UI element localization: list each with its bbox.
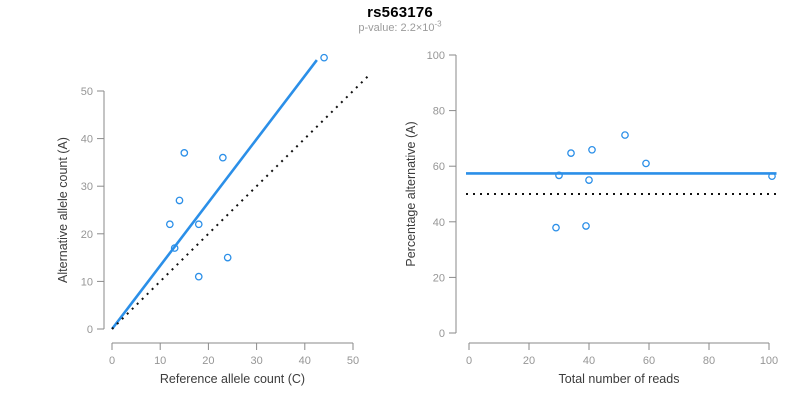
x-tick-label: 20 [202, 355, 214, 367]
data-point [165, 220, 174, 229]
data-point [194, 220, 203, 229]
x-tick-label: 0 [109, 355, 115, 367]
p-value-text: p-value: 2.2×10 [358, 22, 435, 34]
data-point [320, 53, 328, 62]
data-point [588, 145, 596, 154]
y-tick-label: 50 [81, 86, 93, 98]
data-point [223, 253, 232, 262]
y-tick-label: 100 [427, 50, 445, 62]
y-tick-label: 40 [81, 134, 93, 146]
y-tick-label: 80 [433, 106, 445, 118]
data-point [170, 244, 179, 252]
x-tick-label: 0 [466, 355, 472, 367]
x-axis-title: Total number of reads [559, 372, 680, 386]
y-tick-label: 0 [87, 324, 93, 336]
y-tick-label: 60 [433, 161, 445, 173]
data-point [555, 171, 563, 180]
y-axis-title: Percentage alternative (A) [404, 121, 418, 266]
data-point [194, 272, 203, 281]
data-point [621, 131, 629, 139]
panel-allele-counts: 0 10 20 30 40 50 0 10 20 30 40 50 Reference allele c… [56, 53, 369, 386]
data-point [552, 223, 560, 232]
p-value-exponent: -3 [434, 19, 442, 29]
figure-title: rs563176 [367, 4, 433, 21]
x-tick-label: 40 [299, 355, 311, 367]
y-tick-label: 40 [433, 217, 445, 229]
x-tick-label: 60 [643, 355, 655, 367]
data-point [585, 176, 593, 184]
x-axis-title: Reference allele count (C) [160, 372, 305, 386]
data-point [175, 196, 184, 205]
figure-subtitle: p-value: 2.2×10-3 [0, 19, 800, 34]
y-axis-title: Alternative allele count (A) [56, 137, 70, 283]
x-tick-label: 50 [347, 355, 359, 367]
x-tick-label: 40 [583, 355, 595, 367]
data-point [219, 153, 227, 162]
y-tick-label: 30 [81, 181, 93, 193]
y-tick-label: 20 [81, 229, 93, 241]
data-point [567, 149, 575, 157]
x-tick-label: 30 [250, 355, 262, 367]
x-tick-label: 10 [154, 355, 166, 367]
data-point [768, 172, 776, 181]
x-tick-label: 20 [523, 355, 535, 367]
y-tick-label: 20 [433, 272, 445, 284]
y-tick-label: 10 [81, 276, 93, 288]
data-point [582, 222, 590, 230]
x-tick-label: 80 [703, 355, 715, 367]
data-point [180, 149, 189, 157]
panel-percentage-vs-coverage: 0 20 40 60 80 100 0 20 40 60 80 100 Total number of … [404, 50, 778, 386]
fit-line [110, 59, 318, 330]
y-tick-label: 0 [439, 328, 445, 340]
data-point [642, 159, 650, 168]
identity-line [111, 76, 369, 330]
x-tick-label: 100 [760, 355, 778, 367]
